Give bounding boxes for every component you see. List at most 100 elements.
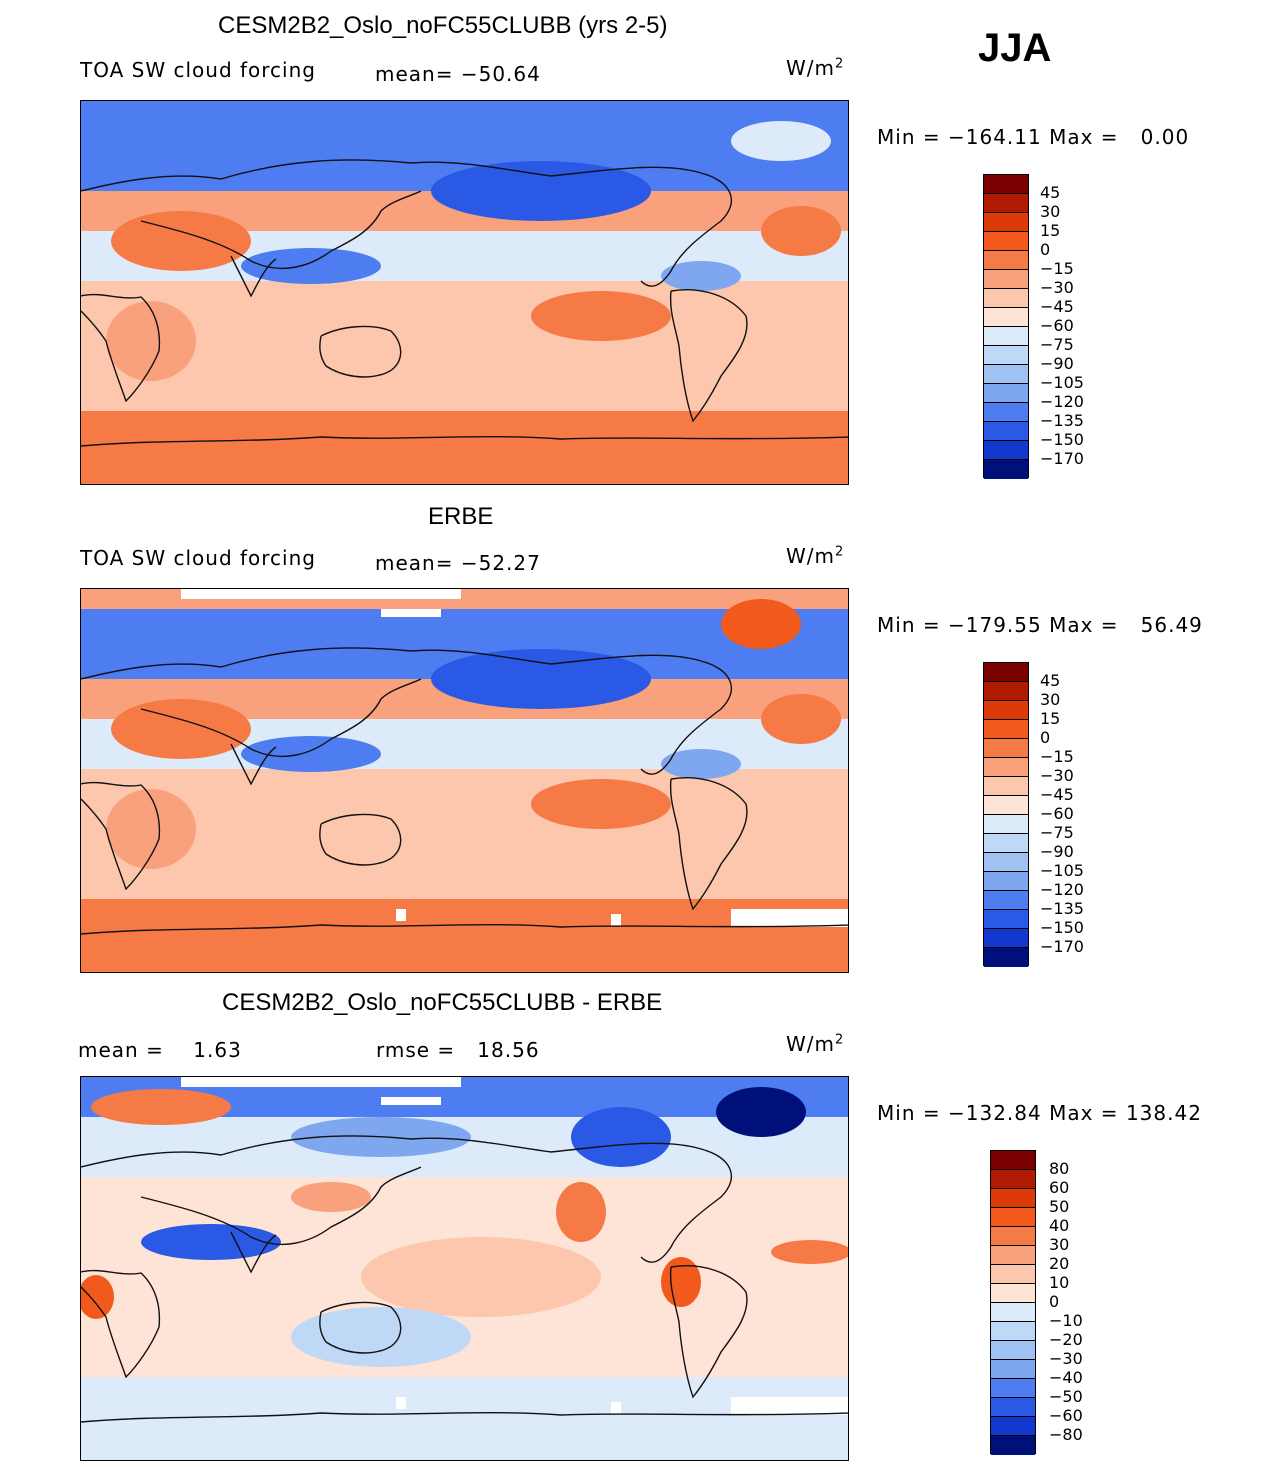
field-blob <box>106 301 196 381</box>
field-blob <box>431 649 651 709</box>
colorbar-label: 0 <box>1049 1292 1060 1311</box>
colorbar-box <box>991 1227 1035 1246</box>
panel3-min-value: −132.84 <box>947 1101 1042 1125</box>
coastline <box>669 289 748 423</box>
panel2-min-value: −179.55 <box>947 613 1042 637</box>
panel3-rmse-value: 18.56 <box>477 1038 540 1062</box>
colorbar-label: −40 <box>1049 1368 1083 1387</box>
field-band <box>81 361 848 411</box>
panel2-units-sup: 2 <box>835 544 845 560</box>
panel3-units-text: W/m <box>786 1032 835 1056</box>
colorbar-box <box>984 308 1028 327</box>
panel1-units-text: W/m <box>786 56 835 80</box>
colorbar-box <box>991 1436 1035 1455</box>
coastline <box>319 813 402 866</box>
panel1-minmax: Min = −164.11 Max = 0.00 <box>877 125 1190 149</box>
colorbar-label: −75 <box>1040 335 1074 354</box>
colorbar-box <box>991 1189 1035 1208</box>
colorbar-label: −10 <box>1049 1311 1083 1330</box>
panel3-max-value: 138.42 <box>1125 1101 1202 1125</box>
coastline <box>81 159 552 192</box>
panel1-map <box>80 100 849 485</box>
panel2-colorbar-labels: 45 30 15 0 −15 −30 −45 −60 −75 −90 −105 −120 −135 −15… <box>1040 671 1084 956</box>
coastline <box>550 654 732 775</box>
coastline <box>319 325 402 378</box>
colorbar-label: −60 <box>1040 804 1074 823</box>
anomaly-positive <box>291 1182 371 1212</box>
panel1-mean-label: mean= <box>375 62 454 86</box>
colorbar-label: 0 <box>1040 728 1051 747</box>
panel1-units: W/m2 <box>786 56 844 80</box>
colorbar-label: −105 <box>1040 373 1084 392</box>
anomaly-positive <box>771 1240 848 1264</box>
field-band <box>611 914 621 926</box>
colorbar-label: 15 <box>1040 709 1061 728</box>
colorbar-label: −15 <box>1040 747 1074 766</box>
field-blob <box>721 599 801 649</box>
colorbar-label: 20 <box>1049 1254 1070 1273</box>
panel1-min-value: −164.11 <box>947 125 1042 149</box>
colorbar-label: 45 <box>1040 183 1061 202</box>
field-blob <box>531 779 671 829</box>
anomaly-positive <box>361 1237 601 1317</box>
panel2-field-label: TOA SW cloud forcing <box>80 546 316 570</box>
panel3-rmse-label: rmse = <box>376 1038 456 1062</box>
colorbar-box <box>984 701 1028 720</box>
panel1-title: CESM2B2_Oslo_noFC55CLUBB (yrs 2-5) <box>218 12 668 39</box>
coastline <box>550 166 732 287</box>
panel3-min-label: Min <box>877 1101 916 1125</box>
coastline <box>81 781 161 891</box>
colorbar-label: 80 <box>1049 1159 1070 1178</box>
field-blob <box>761 206 841 256</box>
coastline <box>319 1301 402 1354</box>
colorbar-label: −45 <box>1040 785 1074 804</box>
colorbar-box <box>984 460 1028 479</box>
colorbar-box <box>991 1151 1035 1170</box>
colorbar-box <box>991 1379 1035 1398</box>
panel2-colorbar <box>983 662 1029 967</box>
coastline <box>81 647 552 680</box>
colorbar-box <box>984 739 1028 758</box>
colorbar-box <box>991 1341 1035 1360</box>
colorbar-box <box>984 929 1028 948</box>
panel3-colorbar-labels: 80 60 50 40 30 20 10 0 −10 −20 −30 −40 −50 −60 −80 <box>1049 1159 1083 1444</box>
field-band <box>81 1117 848 1177</box>
field-band <box>181 1077 461 1087</box>
field-band <box>81 281 848 361</box>
field-blob <box>661 261 741 291</box>
colorbar-label: −20 <box>1049 1330 1083 1349</box>
panel3-max-label: Max <box>1049 1101 1094 1125</box>
anomaly-negative <box>291 1307 471 1367</box>
colorbar-box <box>984 682 1028 701</box>
field-blob <box>106 789 196 869</box>
colorbar-label: 30 <box>1040 690 1061 709</box>
panel3-map <box>80 1076 849 1461</box>
field-blob <box>111 211 251 271</box>
colorbar-box <box>991 1360 1035 1379</box>
field-blob <box>731 121 831 161</box>
season-label: JJA <box>978 26 1052 70</box>
panel3-units: W/m2 <box>786 1032 844 1056</box>
colorbar-label: −120 <box>1040 880 1084 899</box>
colorbar-box <box>991 1417 1035 1436</box>
colorbar-label: −80 <box>1049 1425 1083 1444</box>
field-band <box>81 1377 848 1460</box>
colorbar-box <box>984 441 1028 460</box>
panel1-field-label: TOA SW cloud forcing <box>80 58 316 82</box>
panel3-units-sup: 2 <box>835 1032 845 1048</box>
colorbar-box <box>984 777 1028 796</box>
colorbar-label: 50 <box>1049 1197 1070 1216</box>
colorbar-box <box>984 346 1028 365</box>
colorbar-box <box>991 1208 1035 1227</box>
panel2-max-label: Max <box>1049 613 1094 637</box>
panel2-minmax: Min = −179.55 Max = 56.49 <box>877 613 1203 637</box>
colorbar-label: −170 <box>1040 937 1084 956</box>
panel2-units-text: W/m <box>786 544 835 568</box>
panel1-max-label: Max <box>1049 125 1094 149</box>
colorbar-label: −50 <box>1049 1387 1083 1406</box>
field-blob <box>241 248 381 284</box>
panel3-mean-value: 1.63 <box>193 1038 242 1062</box>
panel3-mean: mean = 1.63 <box>78 1038 242 1062</box>
field-band <box>81 769 848 849</box>
coastline <box>81 1269 161 1379</box>
